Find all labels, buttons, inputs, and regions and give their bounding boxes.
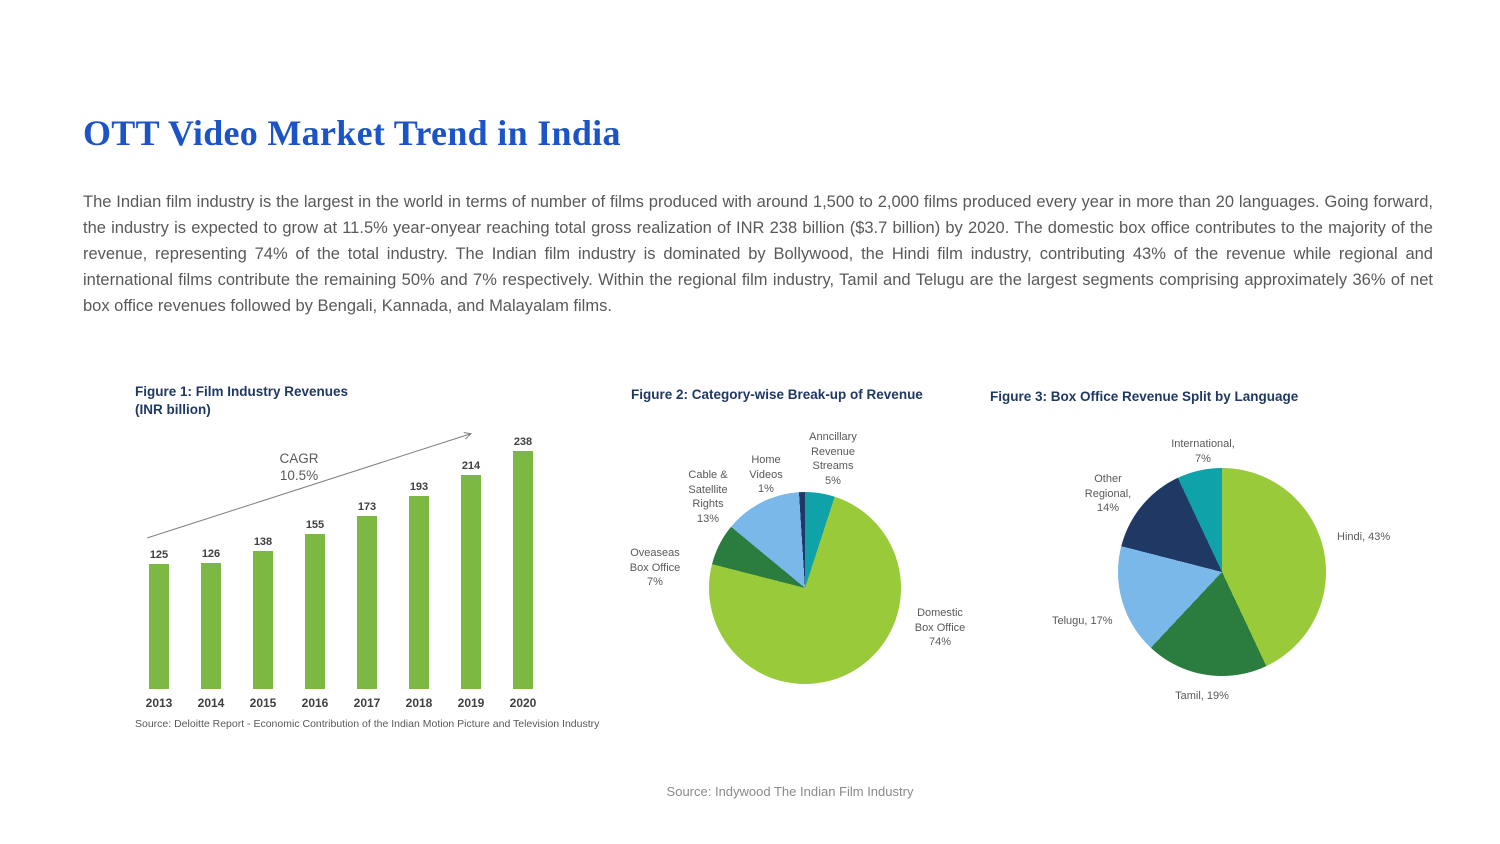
bar-column: 238 2020 (505, 436, 541, 710)
figure1-title-line1: Figure 1: Film Industry Revenues (135, 384, 349, 399)
bar (149, 564, 169, 690)
figure3-title: Figure 3: Box Office Revenue Split by La… (990, 389, 1299, 404)
bar-value-label: 238 (513, 436, 533, 449)
figure1-chart-area: CAGR 10.5% 125 2013 126 2014 138 2015 155 2016 1… (135, 428, 605, 710)
bar-column: 125 2013 (141, 549, 177, 710)
intro-paragraph: The Indian film industry is the largest … (83, 192, 1433, 315)
bar-column: 126 2014 (193, 548, 229, 710)
bar-value-label: 138 (253, 536, 273, 549)
bar-value-label: 214 (461, 460, 481, 473)
page-title: OTT Video Market Trend in India (83, 113, 621, 154)
bar-value-label: 126 (201, 548, 221, 561)
bar-column: 214 2019 (453, 460, 489, 710)
label-telugu: Telugu, 17% (1052, 615, 1113, 627)
label-overseas-box-office: Oveaseas Box Office 7% (629, 547, 681, 588)
bar-year-label: 2018 (405, 696, 433, 711)
bar-year-label: 2020 (509, 696, 537, 711)
bar (305, 534, 325, 690)
bar (201, 563, 221, 690)
cagr-label: CAGR (279, 451, 319, 467)
label-international: International, 7% (1171, 438, 1235, 465)
bar-value-label: 125 (149, 549, 169, 562)
figure-1: Figure 1: Film Industry Revenues (INR bi… (135, 383, 605, 710)
label-tamil: Tamil, 19% (1175, 690, 1229, 702)
bar-year-label: 2014 (197, 696, 225, 711)
figure-3: Figure 3: Box Office Revenue Split by La… (990, 388, 1420, 728)
figure1-source: Source: Deloitte Report - Economic Contr… (135, 718, 600, 730)
bar-column: 193 2018 (401, 481, 437, 710)
bar (513, 451, 533, 690)
label-hindi: Hindi, 43% (1337, 531, 1391, 543)
bar-column: 155 2016 (297, 519, 333, 710)
label-home-videos: Home Videos 1% (749, 454, 783, 495)
bar-value-label: 155 (305, 519, 325, 532)
figure1-bars: 125 2013 126 2014 138 2015 155 2016 173 2017 193 20… (141, 436, 541, 710)
figure1-title: Figure 1: Film Industry Revenues (INR bi… (135, 383, 605, 418)
language-split-pie-chart (1118, 468, 1326, 676)
bar-column: 173 2017 (349, 501, 385, 710)
bar (357, 516, 377, 690)
figure2-title: Figure 2: Category-wise Break-up of Reve… (631, 387, 923, 402)
bar-year-label: 2016 (301, 696, 329, 711)
bar (461, 475, 481, 690)
bar (409, 496, 429, 690)
bar-year-label: 2013 (145, 696, 173, 711)
revenue-breakup-pie-chart (709, 492, 901, 684)
figure1-title-line2: (INR billion) (135, 401, 211, 417)
bar-column: 138 2015 (245, 536, 281, 710)
label-ancillary-revenue-streams: Anncillary Revenue Streams 5% (809, 431, 857, 487)
bar-year-label: 2017 (353, 696, 381, 711)
bar-year-label: 2015 (249, 696, 277, 711)
bar (253, 551, 273, 690)
bar-value-label: 173 (357, 501, 377, 514)
cagr-annotation: CAGR 10.5% (267, 450, 331, 484)
label-cable-satellite-rights: Cable & Satellite Rights 13% (688, 469, 728, 525)
bar-year-label: 2019 (457, 696, 485, 711)
label-domestic-box-office: Domestic Box Office 74% (914, 607, 966, 648)
label-other-regional: Other Regional, 14% (1084, 473, 1132, 514)
page-footer-source: Source: Indywood The Indian Film Industr… (666, 784, 914, 799)
figure-2: Figure 2: Category-wise Break-up of Reve… (620, 383, 1000, 728)
cagr-value: 10.5% (279, 468, 319, 484)
bar-value-label: 193 (409, 481, 429, 494)
